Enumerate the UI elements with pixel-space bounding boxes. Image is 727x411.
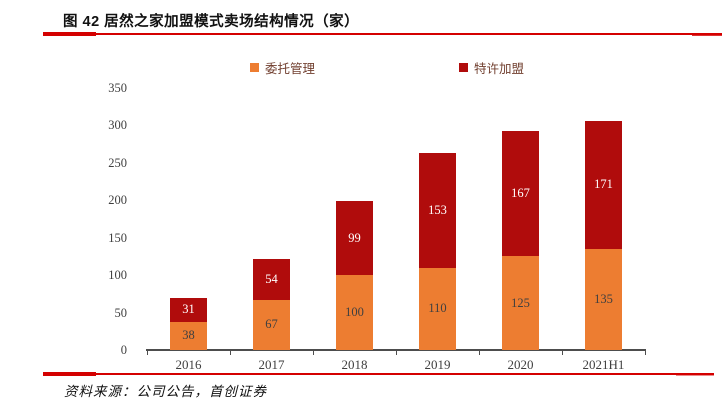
legend-item-weituo: 委托管理	[250, 58, 315, 77]
y-tick-label: 200	[108, 193, 127, 208]
y-tick-label: 0	[120, 343, 127, 357]
bar-value-label: 110	[428, 301, 447, 316]
x-axis-tick	[562, 351, 563, 355]
bar-segment-特许加盟: 167	[502, 131, 539, 257]
bar-segment-特许加盟: 153	[419, 153, 456, 268]
bar-segment-特许加盟: 31	[170, 298, 207, 322]
x-axis-tick	[147, 351, 148, 355]
bar-segment-委托管理: 67	[253, 299, 290, 350]
legend-label: 委托管理	[265, 62, 316, 76]
source-note: 资料来源：公司公告，首创证券	[64, 384, 267, 399]
bar-value-label: 31	[182, 302, 195, 317]
figure-title: 图 42 居然之家加盟模式卖场结构情况（家）	[63, 14, 360, 30]
x-tick-label: 2017	[258, 357, 285, 372]
bar-value-label: 67	[265, 317, 278, 332]
bar-segment-委托管理: 100	[336, 275, 373, 350]
bar-segment-特许加盟: 171	[585, 120, 622, 249]
bar-segment-委托管理: 135	[585, 248, 622, 350]
x-tick-label: 2021H1	[582, 357, 625, 372]
bar-segment-委托管理: 110	[419, 267, 456, 350]
x-tick-label: 2020	[507, 357, 534, 372]
legend-swatch-orange-icon	[250, 63, 259, 72]
bar-value-label: 99	[348, 230, 361, 245]
bar-segment-委托管理: 125	[502, 256, 539, 350]
x-axis-tick	[479, 351, 480, 355]
y-tick-label: 250	[108, 155, 127, 170]
x-tick-label: 2018	[341, 357, 368, 372]
bar-segment-委托管理: 38	[170, 321, 207, 350]
bar-value-label: 125	[511, 295, 530, 310]
legend-item-texu: 特许加盟	[459, 58, 524, 77]
source-divider-right-accent	[676, 372, 714, 376]
x-tick-label: 2016	[175, 357, 202, 372]
bar-value-label: 135	[594, 291, 613, 306]
y-tick-label: 300	[108, 118, 127, 133]
bar-value-label: 153	[428, 202, 447, 217]
y-tick-label: 50	[114, 305, 128, 320]
y-tick-label: 350	[108, 81, 127, 95]
title-underline-left-accent	[43, 32, 96, 36]
legend-swatch-darkred-icon	[459, 63, 468, 72]
chart-legend: 委托管理 特许加盟	[0, 58, 727, 76]
y-tick-label: 150	[108, 230, 127, 245]
bar-value-label: 167	[511, 186, 530, 201]
x-axis-tick	[313, 351, 314, 355]
legend-label: 特许加盟	[474, 62, 525, 76]
bar-value-label: 38	[182, 328, 195, 343]
bar-segment-特许加盟: 99	[336, 201, 373, 276]
bar-value-label: 54	[265, 272, 278, 287]
title-underline	[43, 33, 722, 35]
x-axis-line	[146, 349, 646, 351]
x-axis-tick	[645, 351, 646, 355]
bar-value-label: 171	[594, 177, 613, 192]
x-axis-tick	[396, 351, 397, 355]
bar-value-label: 100	[345, 305, 364, 320]
source-divider-left-accent	[43, 372, 96, 376]
source-divider	[43, 373, 714, 375]
bar-segment-特许加盟: 54	[253, 259, 290, 300]
x-tick-label: 2019	[424, 357, 451, 372]
y-tick-label: 100	[108, 268, 127, 283]
title-underline-right-accent	[692, 32, 722, 36]
x-axis-tick	[230, 351, 231, 355]
